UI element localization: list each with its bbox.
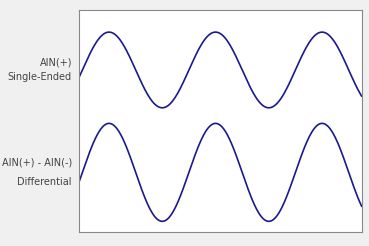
Text: AIN(+) - AIN(-): AIN(+) - AIN(-) [2,157,72,168]
Text: Single-Ended: Single-Ended [8,72,72,82]
Text: AIN(+): AIN(+) [39,58,72,68]
Text: Differential: Differential [17,177,72,187]
